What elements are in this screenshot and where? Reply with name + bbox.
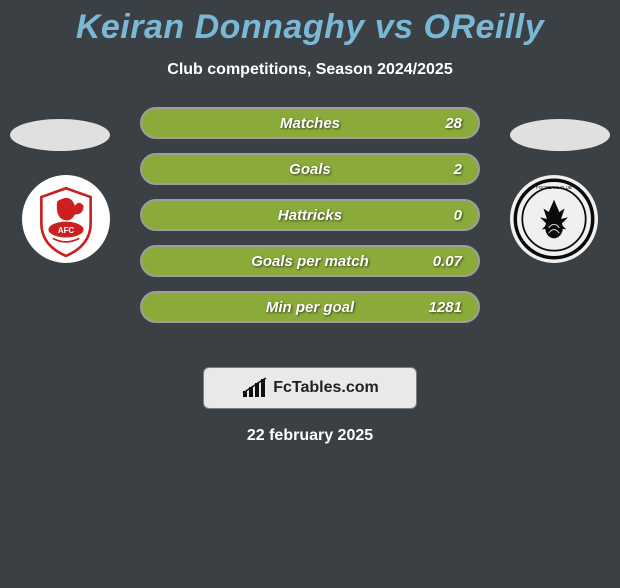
stat-value: 0.07 <box>433 253 462 270</box>
branding-box: FcTables.com <box>203 367 417 409</box>
crest-right-label: FOOTBALL CLUB <box>536 185 572 190</box>
subtitle: Club competitions, Season 2024/2025 <box>0 61 620 79</box>
player-left-slot <box>10 119 110 151</box>
club-crest-left: AFC <box>22 175 110 263</box>
bar-chart-icon <box>241 377 267 399</box>
stat-label: Goals per match <box>142 253 478 270</box>
branding-text: FcTables.com <box>273 379 379 397</box>
stat-row: Min per goal 1281 <box>140 291 480 323</box>
stat-row: Hattricks 0 <box>140 199 480 231</box>
page-title: Keiran Donnaghy vs OReilly <box>0 8 620 47</box>
stat-value: 2 <box>454 161 462 178</box>
stat-row: Goals per match 0.07 <box>140 245 480 277</box>
stat-label: Min per goal <box>142 299 478 316</box>
stat-row: Matches 28 <box>140 107 480 139</box>
club-crest-right: FOOTBALL CLUB <box>510 175 598 263</box>
shield-icon: AFC <box>22 175 110 263</box>
stat-rows: Matches 28 Goals 2 Hattricks 0 Goals per… <box>140 107 480 337</box>
player-right-slot <box>510 119 610 151</box>
stat-label: Matches <box>142 115 478 132</box>
date-line: 22 february 2025 <box>0 427 620 445</box>
comparison-area: AFC FOOTBALL CLUB Matches 28 Goals 2 Hat… <box>0 107 620 347</box>
stat-value: 0 <box>454 207 462 224</box>
stat-value: 1281 <box>429 299 462 316</box>
stat-label: Hattricks <box>142 207 478 224</box>
thistle-icon: FOOTBALL CLUB <box>510 175 598 263</box>
crest-left-label: AFC <box>58 226 75 235</box>
stat-row: Goals 2 <box>140 153 480 185</box>
stat-label: Goals <box>142 161 478 178</box>
stat-value: 28 <box>445 115 462 132</box>
